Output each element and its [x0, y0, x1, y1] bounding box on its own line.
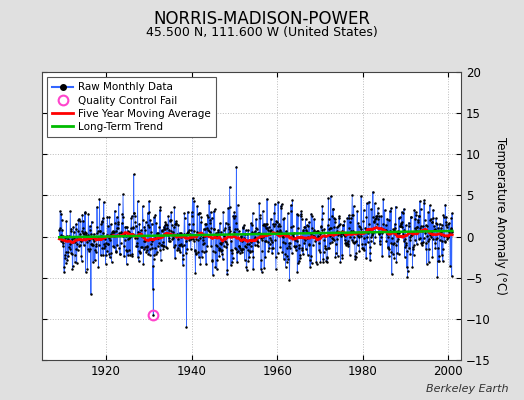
Legend: Raw Monthly Data, Quality Control Fail, Five Year Moving Average, Long-Term Tren: Raw Monthly Data, Quality Control Fail, …	[47, 77, 216, 137]
Text: 45.500 N, 111.600 W (United States): 45.500 N, 111.600 W (United States)	[146, 26, 378, 39]
Y-axis label: Temperature Anomaly (°C): Temperature Anomaly (°C)	[495, 137, 507, 295]
Text: Berkeley Earth: Berkeley Earth	[426, 384, 508, 394]
Text: NORRIS-MADISON-POWER: NORRIS-MADISON-POWER	[154, 10, 370, 28]
